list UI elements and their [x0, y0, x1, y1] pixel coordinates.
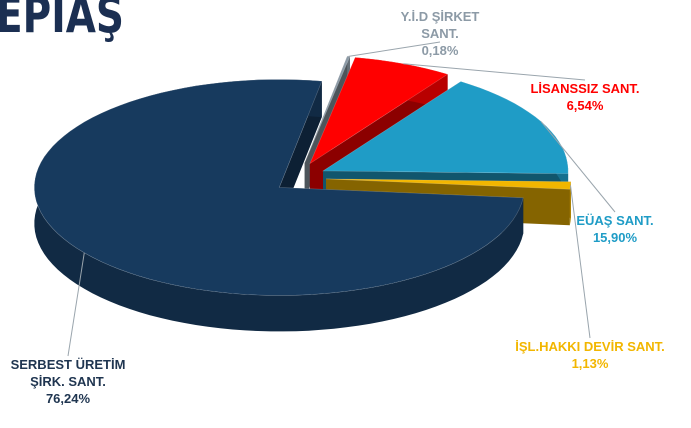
value-label: 76,24%: [45, 391, 91, 406]
slice-label: EÜAŞ SANT. 15,90%: [550, 212, 680, 246]
value-label: 6,54%: [566, 98, 604, 113]
slice-label: İŞL.HAKKI DEVİR SANT. 1,13%: [490, 338, 690, 372]
slice-label: Y.İ.D ŞİRKET SANT. 0,18%: [390, 8, 490, 59]
leader-line: [403, 63, 586, 81]
logo-title: EPIAŞ: [0, 0, 125, 44]
slice-label: SERBEST ÜRETİM ŞİRK. SANT. 76,24%: [3, 356, 133, 407]
leader-line: [348, 41, 441, 57]
slice-top: [322, 81, 569, 174]
leader-line: [67, 252, 85, 357]
slice-label: LİSANSSIZ SANT. 6,54%: [500, 80, 670, 114]
slice-wall: [569, 181, 571, 226]
category-label: EÜAŞ SANT.: [576, 213, 654, 228]
category-label: LİSANSSIZ SANT.: [530, 81, 640, 96]
leader-line: [540, 121, 616, 213]
value-label: 15,90%: [592, 230, 638, 245]
slice-side: [279, 81, 322, 224]
slice-top: [34, 79, 524, 296]
value-label: 1,13%: [571, 356, 609, 371]
leader-line: [570, 185, 591, 339]
value-label: 0,18%: [421, 43, 459, 58]
category-label: Y.İ.D ŞİRKET SANT.: [400, 9, 480, 41]
category-label: İŞL.HAKKI DEVİR SANT.: [515, 339, 665, 354]
category-label: SERBEST ÜRETİM ŞİRK. SANT.: [10, 357, 126, 389]
